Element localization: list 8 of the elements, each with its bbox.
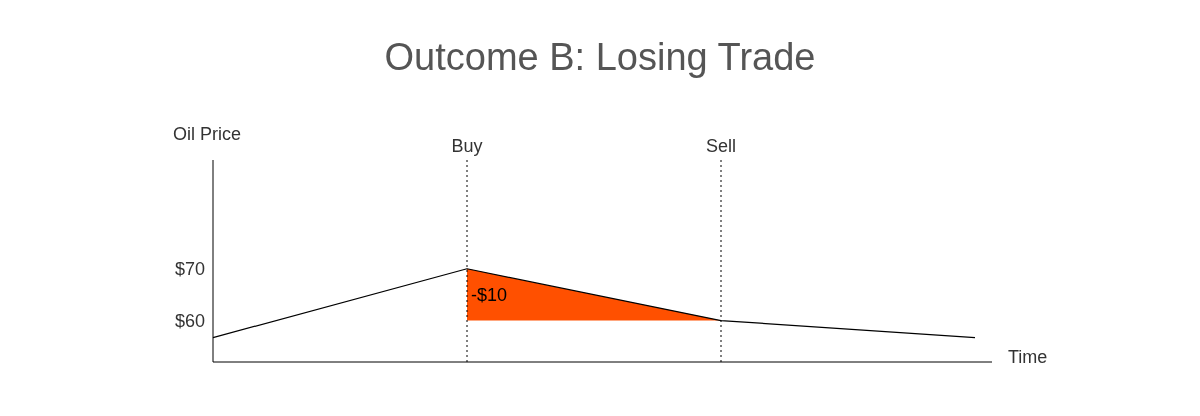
y-tick-label: $60 (174, 310, 205, 331)
y-axis-title: Oil Price (173, 124, 242, 145)
annotation: -$10 (471, 285, 508, 306)
chart-title: Outcome B: Losing Trade (383, 36, 817, 79)
y-tick-label: $70 (174, 259, 205, 280)
x-tick-label: Buy (451, 136, 483, 156)
x-tick-label: Sell (705, 136, 737, 156)
x-axis-title: Time (1008, 347, 1048, 368)
